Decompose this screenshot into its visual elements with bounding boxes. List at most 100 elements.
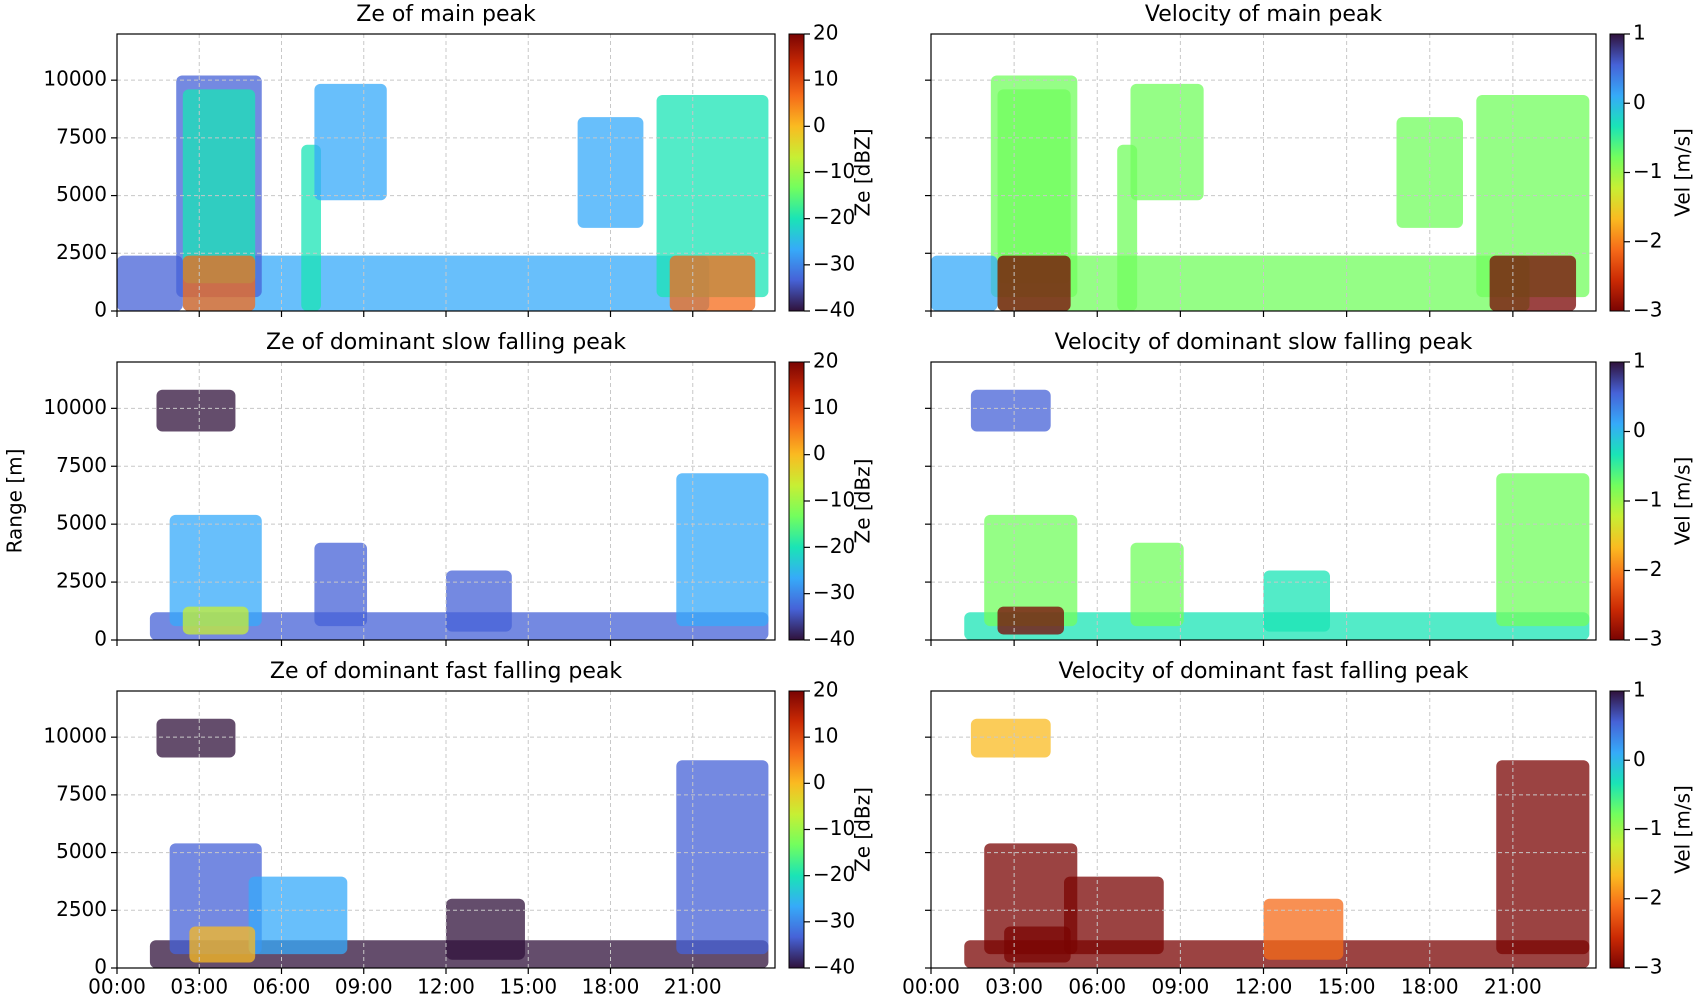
echo-region xyxy=(446,898,525,960)
colorbar-tick-label: 0 xyxy=(813,770,826,794)
colorbar-label: Vel [m/s] xyxy=(1671,128,1695,217)
echo-region xyxy=(1004,926,1071,963)
echo-region xyxy=(970,389,1051,432)
y-tick-label: 7500 xyxy=(56,453,107,477)
echo-region xyxy=(1476,94,1590,298)
plot-frame xyxy=(116,361,776,641)
x-tick-label: 00:00 xyxy=(902,975,960,999)
echo-region xyxy=(182,606,249,635)
plot-frame xyxy=(116,33,776,312)
plot-frame xyxy=(116,690,776,969)
panel-title: Velocity of dominant fast falling peak xyxy=(1059,659,1469,684)
colorbar-tick-label: −10 xyxy=(813,816,855,840)
y-tick-label: 5000 xyxy=(56,511,107,535)
echo-region xyxy=(676,473,769,627)
echo-region xyxy=(446,570,512,632)
echo-region xyxy=(1130,542,1184,627)
panel-title: Velocity of dominant slow falling peak xyxy=(1055,330,1473,355)
colorbar-tick-label: 0 xyxy=(813,113,826,137)
colorbar-tick-label: 20 xyxy=(813,678,838,702)
colorbar-tick-label: −30 xyxy=(813,251,855,275)
y-tick-label: 2500 xyxy=(56,569,107,593)
colorbar-tick-label: −1 xyxy=(1633,159,1662,183)
y-tick-label: 2500 xyxy=(56,897,107,921)
panel-title: Ze of dominant slow falling peak xyxy=(266,330,626,355)
colorbar-tick-label: −1 xyxy=(1633,816,1662,840)
x-tick-label: 06:00 xyxy=(253,975,311,999)
echo-region xyxy=(248,876,348,955)
colorbar xyxy=(1609,361,1625,641)
colorbar-tick-label: −2 xyxy=(1633,885,1662,909)
x-tick-label: 21:00 xyxy=(664,975,722,999)
x-tick-label: 12:00 xyxy=(417,975,475,999)
y-tick-label: 7500 xyxy=(56,781,107,805)
colorbar-label: Vel [m/s] xyxy=(1671,785,1695,874)
colorbar-tick-label: −20 xyxy=(813,205,855,229)
x-tick-label: 18:00 xyxy=(1401,975,1459,999)
echo-region xyxy=(676,760,769,955)
colorbar-label: Vel [m/s] xyxy=(1671,457,1695,546)
colorbar-tick-label: −20 xyxy=(813,862,855,886)
plot-frame xyxy=(930,33,1597,312)
echo-region xyxy=(997,89,1071,284)
colorbar-tick-label: −3 xyxy=(1633,298,1662,322)
colorbar-label: Ze [dBz] xyxy=(851,459,875,544)
x-tick-label: 03:00 xyxy=(170,975,228,999)
echo-region xyxy=(1263,898,1344,960)
echo-region xyxy=(577,117,644,228)
x-tick-label: 03:00 xyxy=(985,975,1043,999)
colorbar-tick-label: −30 xyxy=(813,580,855,604)
echo-region xyxy=(314,83,387,201)
y-tick-label: 10000 xyxy=(43,67,107,91)
x-tick-label: 15:00 xyxy=(1318,975,1376,999)
colorbar-tick-label: 0 xyxy=(1633,747,1646,771)
colorbar-tick-label: −3 xyxy=(1633,955,1662,979)
colorbar xyxy=(788,690,805,969)
echo-region xyxy=(169,843,262,955)
colorbar-label: Ze [dBz] xyxy=(851,787,875,872)
panel-title: Ze of dominant fast falling peak xyxy=(270,659,623,684)
x-tick-label: 21:00 xyxy=(1484,975,1542,999)
echo-region xyxy=(1496,760,1590,955)
y-tick-label: 0 xyxy=(94,627,107,651)
colorbar xyxy=(1609,690,1625,969)
colorbar-tick-label: 0 xyxy=(1633,418,1646,442)
colorbar-tick-label: 10 xyxy=(813,67,838,91)
echo-region xyxy=(1064,876,1164,955)
colorbar-tick-label: 1 xyxy=(1633,678,1646,702)
colorbar-tick-label: 1 xyxy=(1633,21,1646,45)
y-tick-label: 10000 xyxy=(43,395,107,419)
x-tick-label: 06:00 xyxy=(1068,975,1126,999)
y-tick-label: 2500 xyxy=(56,240,107,264)
colorbar-label: Ze [dBZ] xyxy=(851,128,875,216)
echo-region xyxy=(931,255,998,311)
echo-region xyxy=(669,255,756,311)
colorbar-tick-label: 10 xyxy=(813,724,838,748)
colorbar-tick-label: −10 xyxy=(813,488,855,512)
colorbar-tick-label: −30 xyxy=(813,908,855,932)
colorbar-tick-label: 1 xyxy=(1633,349,1646,373)
colorbar xyxy=(788,361,805,641)
colorbar xyxy=(788,33,805,312)
colorbar-tick-label: −40 xyxy=(813,955,855,979)
colorbar-tick-label: 0 xyxy=(1633,90,1646,114)
x-tick-label: 09:00 xyxy=(1152,975,1210,999)
x-tick-label: 15:00 xyxy=(499,975,557,999)
echo-region xyxy=(997,606,1064,635)
echo-region xyxy=(1489,255,1577,311)
echo-region xyxy=(984,843,1078,955)
echo-region xyxy=(1130,83,1204,201)
colorbar-tick-label: −2 xyxy=(1633,557,1662,581)
colorbar xyxy=(1609,33,1625,312)
echo-region xyxy=(997,255,1071,311)
y-tick-label: 7500 xyxy=(56,124,107,148)
colorbar-tick-label: 0 xyxy=(813,441,826,465)
echo-region xyxy=(984,514,1078,627)
echo-region xyxy=(1396,117,1463,228)
echo-region xyxy=(1496,473,1590,627)
echo-region xyxy=(156,389,236,432)
panel-title: Ze of main peak xyxy=(356,2,536,27)
y-tick-label: 0 xyxy=(94,955,107,979)
panel-title: Velocity of main peak xyxy=(1145,2,1382,27)
